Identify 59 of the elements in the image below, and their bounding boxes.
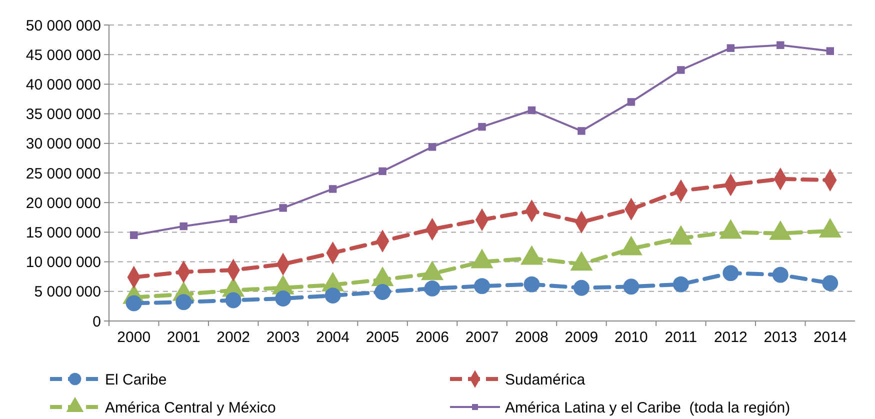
point <box>528 106 536 114</box>
point <box>677 66 685 74</box>
point <box>180 222 188 230</box>
point <box>225 292 242 308</box>
x-tick-label: 2008 <box>515 329 548 346</box>
y-tick-label: 45 000 000 <box>26 46 101 64</box>
point <box>474 278 490 294</box>
point <box>524 276 540 292</box>
point <box>573 280 590 296</box>
point <box>424 280 440 296</box>
x-tick-label: 2014 <box>813 329 847 346</box>
y-tick-label: 15 000 000 <box>26 224 101 242</box>
x-tick-label: 2000 <box>117 329 151 346</box>
point <box>822 275 838 292</box>
y-tick-label: 35 000 000 <box>26 106 101 124</box>
x-tick-label: 2011 <box>664 329 698 346</box>
point <box>578 127 586 135</box>
x-tick-label: 2001 <box>166 329 200 346</box>
point <box>328 185 337 193</box>
point <box>776 41 784 49</box>
point <box>176 294 192 310</box>
point <box>623 278 640 295</box>
point <box>478 122 486 131</box>
x-tick-label: 2004 <box>316 329 350 346</box>
y-tick-label: 50 000 000 <box>26 17 101 34</box>
point <box>826 47 834 55</box>
point <box>378 167 386 176</box>
y-tick-label: 0 <box>92 313 101 330</box>
y-tick-label: 10 000 000 <box>26 254 101 272</box>
y-tick-label: 5 000 000 <box>34 284 101 301</box>
point <box>672 276 689 292</box>
point <box>279 204 287 212</box>
point <box>229 215 238 224</box>
x-tick-label: 2013 <box>764 329 798 346</box>
x-tick-label: 2005 <box>366 329 400 346</box>
x-tick-label: 2012 <box>714 329 748 346</box>
point <box>374 284 391 300</box>
x-tick-label: 2002 <box>216 329 250 346</box>
x-tick-label: 2009 <box>564 329 598 346</box>
x-tick-label: 2006 <box>416 329 449 346</box>
x-tick-label: 2007 <box>465 329 499 346</box>
point <box>772 266 788 283</box>
x-tick-label: 2003 <box>266 329 300 346</box>
point <box>722 265 739 282</box>
y-tick-label: 30 000 000 <box>26 136 101 153</box>
legend-label: América Latina y el Caribe (toda la región) <box>505 399 790 416</box>
point <box>726 44 735 52</box>
legend-label: El Caribe <box>105 371 167 388</box>
point <box>428 143 436 151</box>
point <box>324 288 341 304</box>
legend-label: Sudamérica <box>505 371 586 388</box>
y-tick-label: 40 000 000 <box>26 76 101 94</box>
y-tick-label: 25 000 000 <box>26 165 101 182</box>
point <box>130 231 138 240</box>
point <box>627 98 636 106</box>
legend-label: América Central y México <box>105 399 276 416</box>
x-tick-label: 2010 <box>614 329 648 346</box>
y-tick-label: 20 000 000 <box>26 194 101 212</box>
point <box>275 290 292 306</box>
